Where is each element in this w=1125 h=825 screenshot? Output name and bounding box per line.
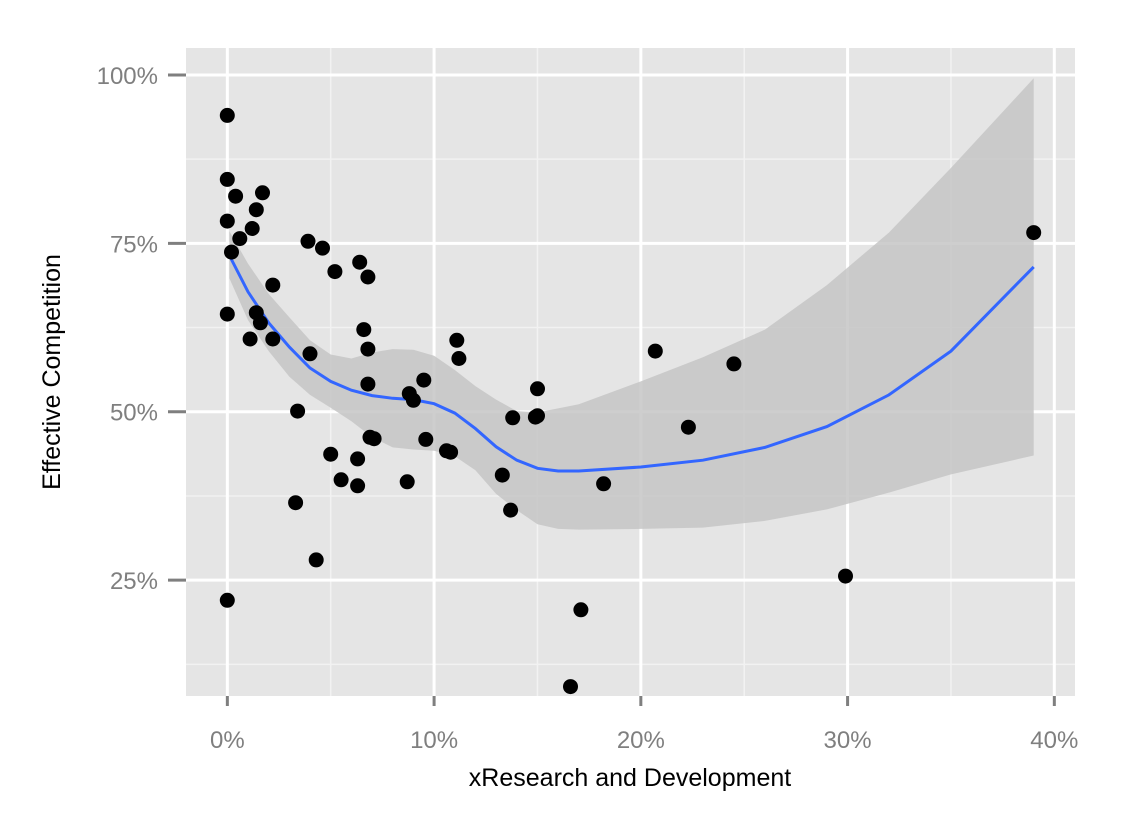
data-point bbox=[219, 592, 235, 608]
data-point bbox=[680, 419, 696, 435]
data-point bbox=[219, 171, 235, 187]
data-point bbox=[418, 431, 434, 447]
data-point bbox=[350, 451, 366, 467]
data-point bbox=[300, 233, 316, 249]
data-point bbox=[530, 408, 545, 424]
data-point bbox=[228, 188, 244, 204]
data-point bbox=[308, 552, 324, 568]
data-point bbox=[530, 381, 545, 397]
data-point bbox=[219, 213, 235, 229]
confidence-band bbox=[229, 78, 1034, 530]
data-point bbox=[405, 392, 421, 408]
data-point bbox=[242, 331, 258, 347]
smooth-trend-line bbox=[228, 254, 1035, 473]
y-tick-label: 50% bbox=[110, 400, 158, 427]
data-point bbox=[219, 306, 235, 322]
data-point bbox=[647, 343, 663, 359]
x-axis-title: xResearch and Development bbox=[469, 764, 791, 792]
data-point bbox=[449, 332, 465, 348]
data-point bbox=[399, 474, 415, 490]
data-point bbox=[252, 315, 268, 331]
y-tick-label: 75% bbox=[110, 231, 158, 258]
data-point bbox=[573, 602, 589, 618]
y-tick-label: 25% bbox=[110, 568, 158, 595]
data-point bbox=[248, 202, 264, 218]
x-tick-label: 10% bbox=[410, 727, 458, 754]
data-point bbox=[255, 185, 270, 201]
y-axis-title: Effective Competition bbox=[38, 254, 66, 490]
data-point bbox=[265, 277, 281, 293]
data-point bbox=[416, 372, 432, 388]
data-point bbox=[315, 240, 330, 256]
data-point bbox=[224, 244, 239, 260]
data-point bbox=[494, 467, 510, 483]
data-point bbox=[596, 476, 612, 492]
y-tick-label: 100% bbox=[97, 63, 158, 90]
data-points bbox=[219, 107, 1042, 695]
data-point bbox=[726, 356, 742, 372]
data-point bbox=[505, 410, 521, 426]
data-point bbox=[366, 431, 382, 447]
data-point bbox=[356, 322, 372, 338]
data-point bbox=[838, 568, 853, 584]
data-point bbox=[350, 478, 366, 494]
data-point bbox=[503, 502, 519, 518]
x-tick-label: 20% bbox=[617, 727, 665, 754]
data-point bbox=[360, 341, 376, 357]
data-point bbox=[219, 107, 235, 123]
x-tick-label: 0% bbox=[210, 727, 245, 754]
data-point bbox=[443, 444, 459, 460]
data-point bbox=[265, 331, 281, 347]
data-point bbox=[288, 495, 304, 511]
data-point bbox=[360, 269, 376, 285]
data-point bbox=[323, 446, 339, 462]
y-axis: 25% 50% 75% 100% bbox=[97, 63, 186, 595]
x-tick-label: 40% bbox=[1030, 727, 1078, 754]
data-point bbox=[1026, 225, 1042, 241]
data-point bbox=[352, 254, 368, 270]
data-point bbox=[360, 376, 376, 392]
data-point bbox=[244, 221, 260, 236]
x-axis: 0% 10% 20% 30% 40% bbox=[210, 696, 1078, 754]
data-point bbox=[333, 472, 349, 488]
data-point bbox=[302, 346, 318, 362]
data-point bbox=[451, 351, 467, 366]
data-point bbox=[563, 679, 578, 695]
data-point bbox=[327, 264, 343, 280]
data-point bbox=[232, 231, 248, 247]
data-point bbox=[290, 403, 306, 419]
x-tick-label: 30% bbox=[824, 727, 872, 754]
